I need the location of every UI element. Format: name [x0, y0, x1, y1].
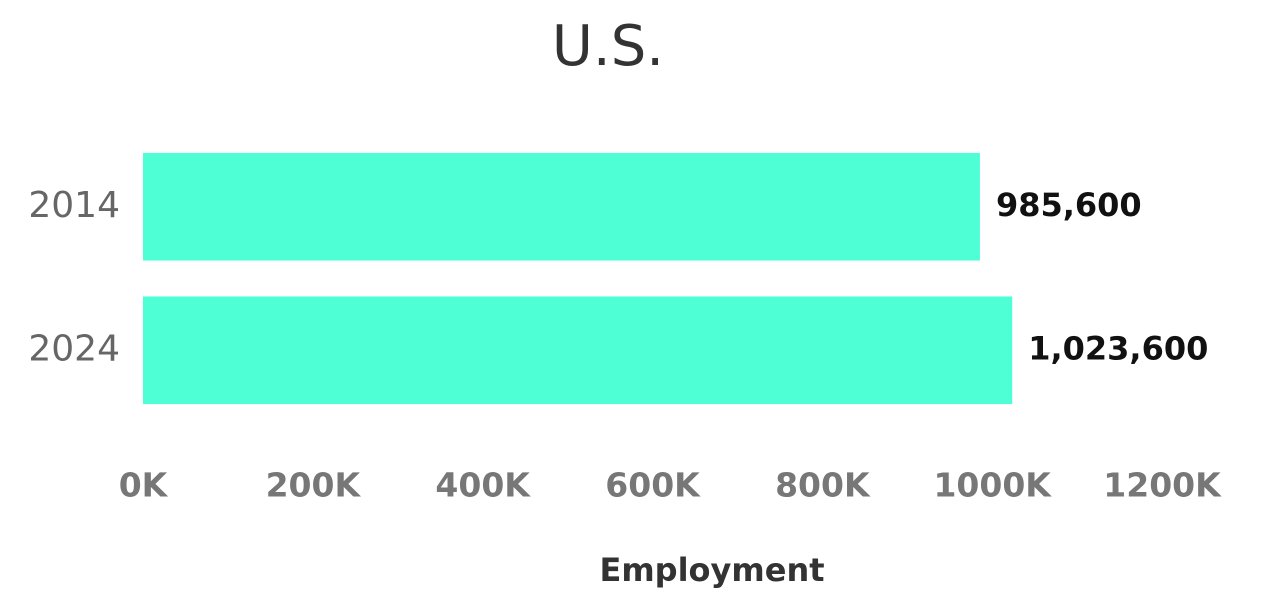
x-tick-label: 1200K	[1103, 466, 1222, 505]
bar	[143, 152, 980, 261]
x-tick-label: 200K	[266, 466, 362, 505]
bar	[143, 296, 1013, 405]
chart-title: U.S.	[552, 14, 664, 79]
value-label: 1,023,600	[1028, 329, 1208, 367]
x-tick-label: 1000K	[933, 466, 1052, 505]
y-tick-label: 2014	[28, 185, 120, 226]
x-axis-title: Employment	[599, 551, 824, 589]
y-tick-label: 2024	[28, 328, 120, 369]
value-label: 985,600	[996, 186, 1142, 224]
x-tick-label: 0K	[119, 466, 169, 505]
x-tick-label: 400K	[435, 466, 531, 505]
x-tick-label: 800K	[775, 466, 871, 505]
x-tick-label: 600K	[605, 466, 701, 505]
